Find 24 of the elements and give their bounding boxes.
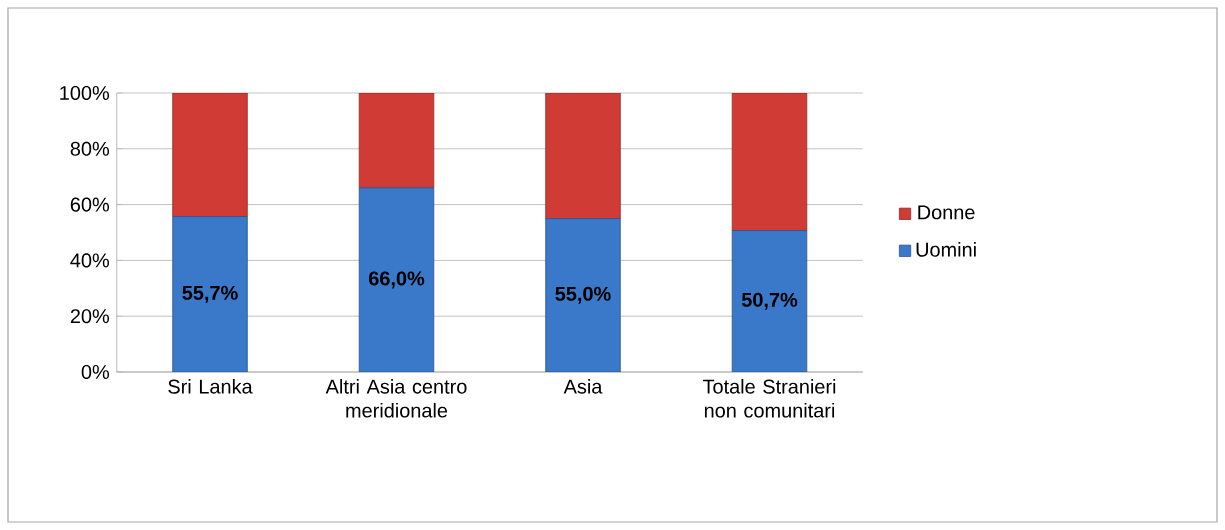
y-tick-label: 60% (70, 197, 110, 212)
y-tick-label: 0% (81, 364, 110, 380)
x-tick-label: Totale Stranieri non comunitari (702, 379, 836, 418)
y-tick-label: 40% (70, 253, 110, 268)
data-label: 66,0% (368, 271, 425, 289)
bar (731, 93, 808, 231)
y-tick-label: 20% (70, 309, 110, 324)
data-label: 55,7% (182, 285, 238, 303)
bar (172, 216, 248, 372)
bar (358, 93, 435, 189)
bar (358, 187, 435, 372)
bar (545, 93, 621, 219)
bar (731, 230, 808, 372)
legend-label: Donne (918, 205, 975, 220)
legend-label: Uomini (916, 242, 976, 257)
data-label: 55,0% (555, 286, 611, 304)
x-tick-label: Asia (563, 379, 603, 394)
x-tick-label: Altri Asia centro meridionale (325, 379, 467, 418)
y-tick-label: 100% (60, 85, 110, 101)
y-tick-label: 80% (70, 141, 110, 156)
data-label: 50,7% (741, 292, 798, 310)
bar (545, 218, 621, 372)
bar (172, 93, 248, 217)
x-tick-label: Sri Lanka (168, 379, 253, 394)
